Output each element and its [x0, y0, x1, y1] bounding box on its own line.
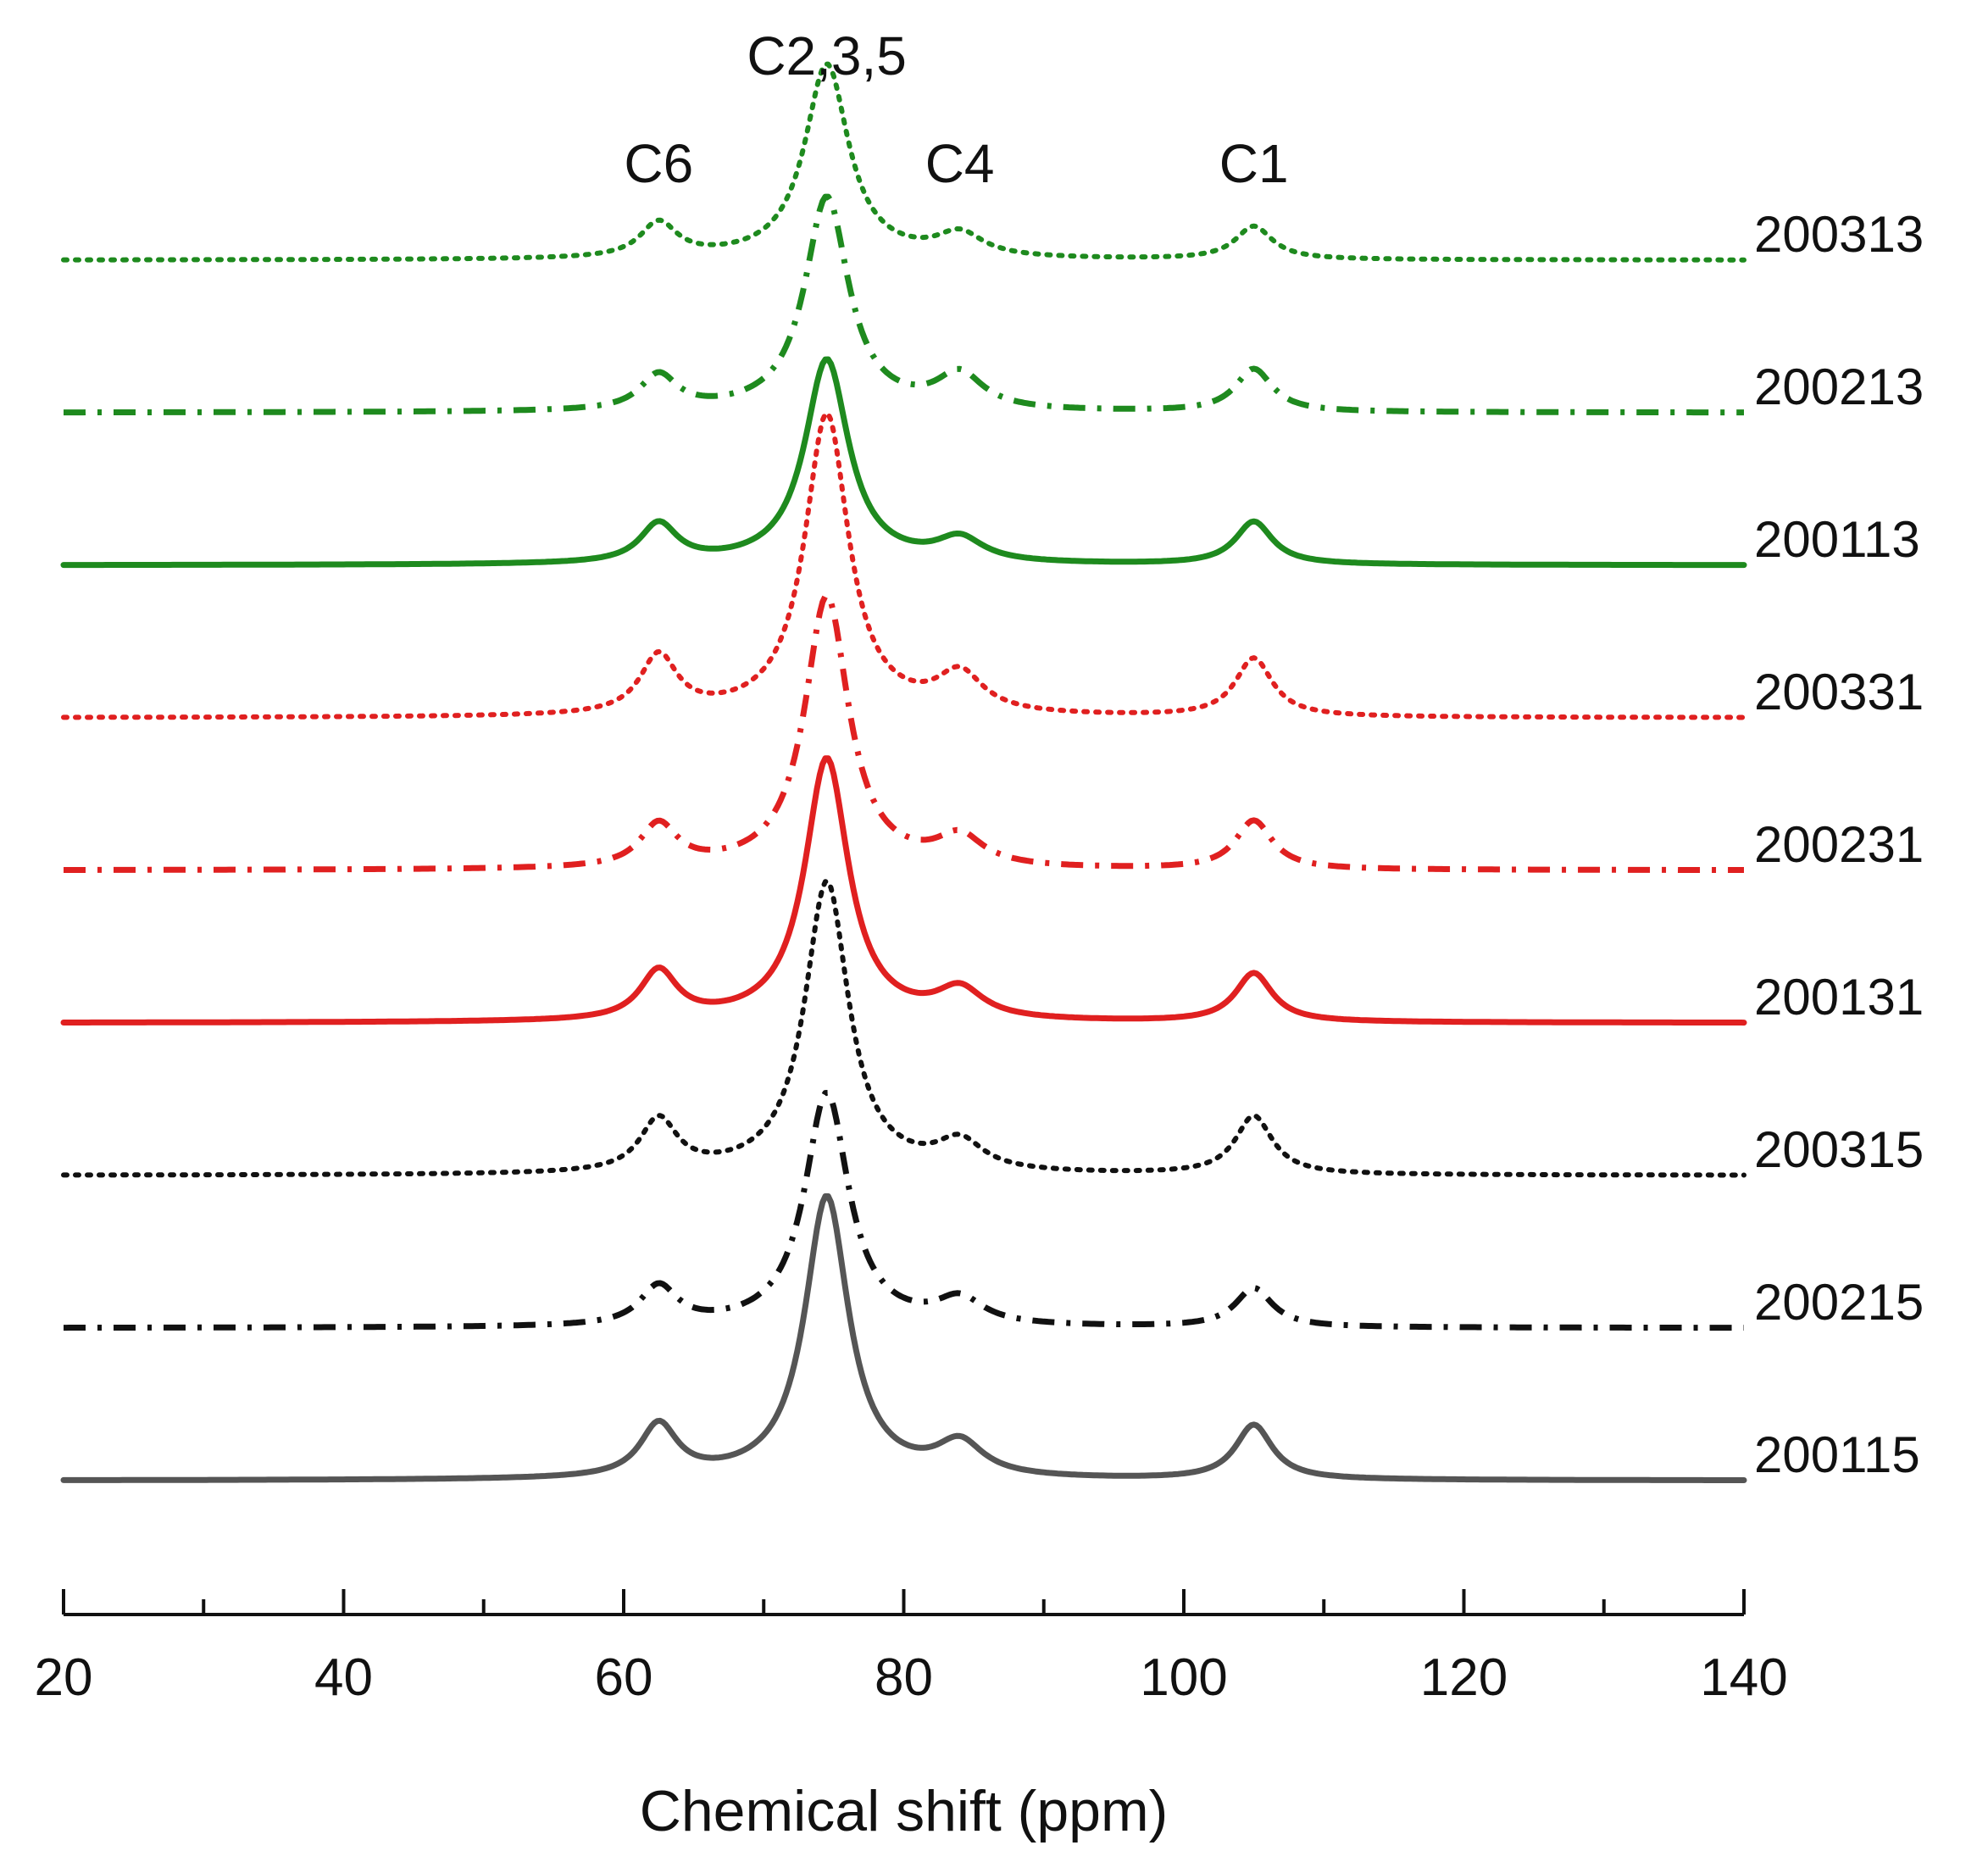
x-tick-label: 60 [595, 1648, 653, 1707]
series-label: 200113 [1754, 511, 1920, 568]
series-layer [60, 61, 1747, 1483]
series-label: 200313 [1754, 206, 1924, 263]
series-label: 200213 [1754, 359, 1924, 415]
series-line-200331 [61, 411, 1746, 720]
series-label: 200315 [1754, 1121, 1924, 1178]
series-line-200213 [63, 193, 1745, 416]
series-line-200313 [61, 61, 1746, 263]
series-line-200215 [63, 1090, 1745, 1331]
peak-label: C2,3,5 [747, 25, 907, 86]
x-tick-label: 40 [314, 1648, 373, 1707]
series-label-layer: 200313 200213 200113 200331 200231 200131 2003… [1754, 206, 1924, 1483]
series-line-200115 [60, 1193, 1747, 1483]
x-tick-label: 20 [35, 1648, 93, 1707]
series-line-200113 [60, 356, 1747, 569]
peak-label: C6 [624, 133, 693, 194]
series-label: 200331 [1754, 664, 1924, 720]
x-tick-label: 120 [1420, 1648, 1508, 1707]
peak-label: C4 [925, 133, 995, 194]
x-tick-label: 100 [1140, 1648, 1227, 1707]
series-line-200231 [63, 592, 1745, 873]
x-axis: 20 40 60 80 100 120 140 [35, 1589, 1788, 1707]
series-line-200131 [60, 755, 1747, 1026]
peak-label-layer: C6 C2,3,5 C4 C1 [624, 25, 1288, 194]
x-axis-title: Chemical shift (ppm) [640, 1779, 1169, 1843]
series-label: 200231 [1754, 816, 1924, 873]
series-label: 200115 [1754, 1426, 1920, 1483]
peak-label: C1 [1219, 133, 1289, 194]
series-line-200315 [61, 879, 1746, 1178]
series-label: 200131 [1754, 969, 1924, 1025]
series-label: 200215 [1754, 1274, 1924, 1331]
x-tick-label: 80 [875, 1648, 933, 1707]
x-tick-label: 140 [1700, 1648, 1787, 1707]
